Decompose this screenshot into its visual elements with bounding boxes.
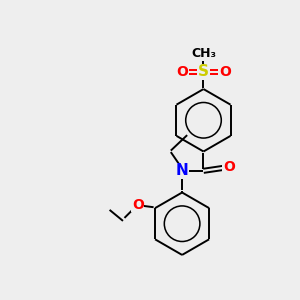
Text: O: O [132,197,144,212]
Text: S: S [198,64,209,79]
Text: O: O [223,160,235,174]
Text: CH₃: CH₃ [191,47,216,60]
Text: O: O [219,65,231,79]
Text: O: O [176,65,188,79]
Text: N: N [176,163,188,178]
